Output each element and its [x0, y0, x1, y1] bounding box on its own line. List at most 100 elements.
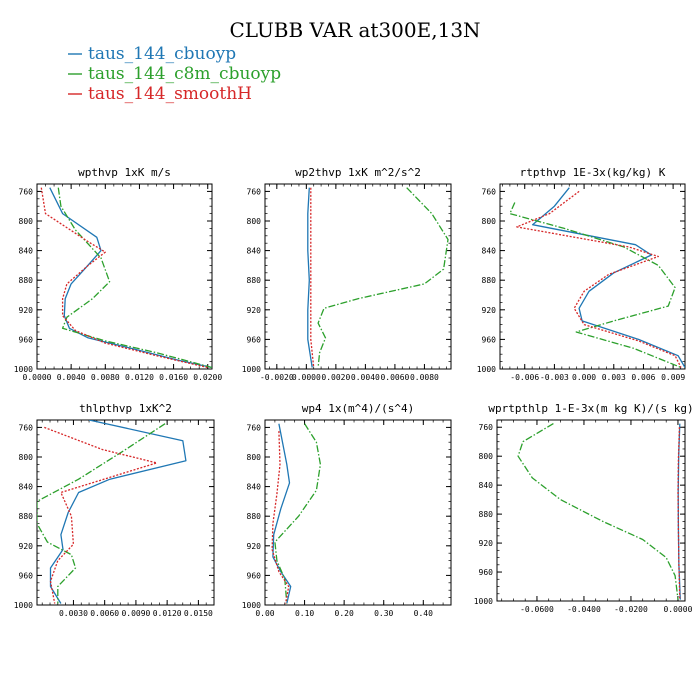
panel: wprtpthlp 1-E-3x(m kg K)/(s kg) 760 800 840… [474, 402, 694, 614]
y-tick-label: 960 [247, 571, 262, 580]
y-tick-label: 800 [19, 217, 34, 226]
x-tick-label: -0.0600 [520, 605, 554, 614]
x-tick-label: 0.20 [335, 609, 354, 618]
panel-title: wprtpthlp 1-E-3x(m kg K)/(s kg) [488, 402, 693, 415]
panels: wpthvp 1xK m/s76080084088092096010000.00… [14, 166, 694, 618]
series-line [516, 190, 682, 368]
y-tick-label: 960 [247, 335, 262, 344]
y-tick-label: 880 [479, 510, 494, 519]
y-tick-label: 1000 [242, 365, 261, 374]
x-tick-label: -0.006 [510, 373, 539, 382]
y-tick-label: 880 [247, 512, 262, 521]
x-tick-label: 0.30 [374, 609, 393, 618]
y-tick-label: 1000 [14, 601, 33, 610]
y-tick-label: 800 [482, 217, 497, 226]
series-line [531, 187, 685, 368]
panel-title: wp2thvp 1xK m^2/s^2 [295, 166, 421, 179]
x-tick-label: 0.0000 [23, 373, 52, 382]
panel: rtpthvp 1E-3x(kg/kg) K 760 800 840 880 920 960… [477, 166, 686, 382]
y-tick-label: 800 [479, 452, 494, 461]
y-tick-label: 840 [19, 483, 34, 492]
y-tick-label: 760 [19, 187, 34, 196]
x-tick-label: 0.0080 [410, 373, 439, 382]
plot-frame [36, 419, 215, 606]
y-tick-label: 880 [19, 276, 34, 285]
y-tick-label: 960 [19, 335, 34, 344]
plot-frame [499, 183, 686, 370]
x-tick-label: 0.000 [572, 373, 596, 382]
x-tick-label: 0.0040 [57, 373, 86, 382]
y-tick-label: 880 [247, 276, 262, 285]
series-line [57, 187, 212, 369]
plot-frame [496, 419, 686, 602]
x-tick-label: -0.0020 [260, 373, 294, 382]
series-line [272, 423, 292, 604]
x-tick-label: 0.006 [631, 373, 655, 382]
panel-title: thlpthvp 1xK^2 [79, 402, 172, 415]
y-tick-label: 840 [247, 483, 262, 492]
y-tick-label: 920 [482, 306, 497, 315]
x-tick-label: 0.0060 [90, 609, 119, 618]
y-tick-label: 800 [247, 217, 262, 226]
series-line [37, 423, 166, 604]
legend-label: taus_144_smoothH [88, 84, 252, 104]
panel-title: wp4 1x(m^4)/(s^4) [302, 402, 415, 415]
y-tick-label: 960 [479, 568, 494, 577]
y-tick-label: 760 [247, 423, 262, 432]
y-tick-label: 920 [247, 542, 262, 551]
series-line [307, 187, 313, 368]
y-tick-label: 920 [19, 306, 34, 315]
series-line [310, 187, 315, 368]
x-tick-label: 0.0120 [125, 373, 154, 382]
series-line [274, 423, 322, 604]
y-tick-label: 840 [247, 247, 262, 256]
legend: taus_144_cbuoyptaus_144_c8m_cbuoyptaus_1… [68, 44, 281, 104]
y-tick-label: 920 [479, 539, 494, 548]
x-tick-label: 0.0000 [663, 605, 692, 614]
y-tick-label: 760 [482, 187, 497, 196]
y-tick-label: 1000 [474, 597, 493, 606]
x-tick-label: 0.0020 [321, 373, 350, 382]
y-tick-label: 800 [19, 453, 34, 462]
x-tick-label: -0.003 [540, 373, 569, 382]
plot-frame [264, 183, 452, 370]
x-tick-label: 0.0060 [380, 373, 409, 382]
y-tick-label: 880 [19, 512, 34, 521]
series-line [49, 187, 212, 369]
x-tick-label: 0.0080 [91, 373, 120, 382]
x-tick-label: 0.0120 [153, 609, 182, 618]
panel: wp2thvp 1xK m^2/s^2 760 800 840 880 920 960 100… [242, 166, 452, 382]
series-line [40, 187, 208, 369]
x-tick-label: 0.0200 [193, 373, 222, 382]
panel: wpthvp 1xK m/s76080084088092096010000.00… [14, 166, 223, 382]
panel-title: wpthvp 1xK m/s [78, 166, 171, 179]
x-tick-label: 0.0030 [59, 609, 88, 618]
y-tick-label: 840 [479, 481, 494, 490]
y-tick-label: 960 [19, 571, 34, 580]
y-tick-label: 880 [482, 276, 497, 285]
y-tick-label: 920 [247, 306, 262, 315]
x-tick-label: 0.0000 [292, 373, 321, 382]
legend-label: taus_144_c8m_cbuoyp [88, 64, 281, 84]
y-tick-label: 960 [482, 335, 497, 344]
series-line [517, 423, 679, 600]
series-line [509, 202, 682, 369]
y-tick-label: 840 [482, 247, 497, 256]
x-tick-label: 0.40 [414, 609, 433, 618]
series-line [677, 427, 681, 600]
panel-title: rtpthvp 1E-3x(kg/kg) K [520, 166, 666, 179]
y-tick-label: 760 [247, 187, 262, 196]
x-tick-label: 0.0040 [351, 373, 380, 382]
y-tick-label: 760 [19, 423, 34, 432]
plot-frame [264, 419, 452, 606]
y-tick-label: 1000 [14, 365, 33, 374]
legend-label: taus_144_cbuoyp [88, 44, 236, 64]
panel: thlpthvp 1xK^2 760 800 840 880 920 960 1000 0.00… [14, 402, 215, 618]
x-tick-label: 0.009 [661, 373, 685, 382]
y-tick-label: 800 [247, 453, 262, 462]
panel: wp4 1x(m^4)/(s^4)76080084088092096010000… [242, 402, 452, 618]
y-tick-label: 1000 [477, 365, 496, 374]
series-line [317, 187, 449, 368]
x-tick-label: 0.003 [602, 373, 626, 382]
